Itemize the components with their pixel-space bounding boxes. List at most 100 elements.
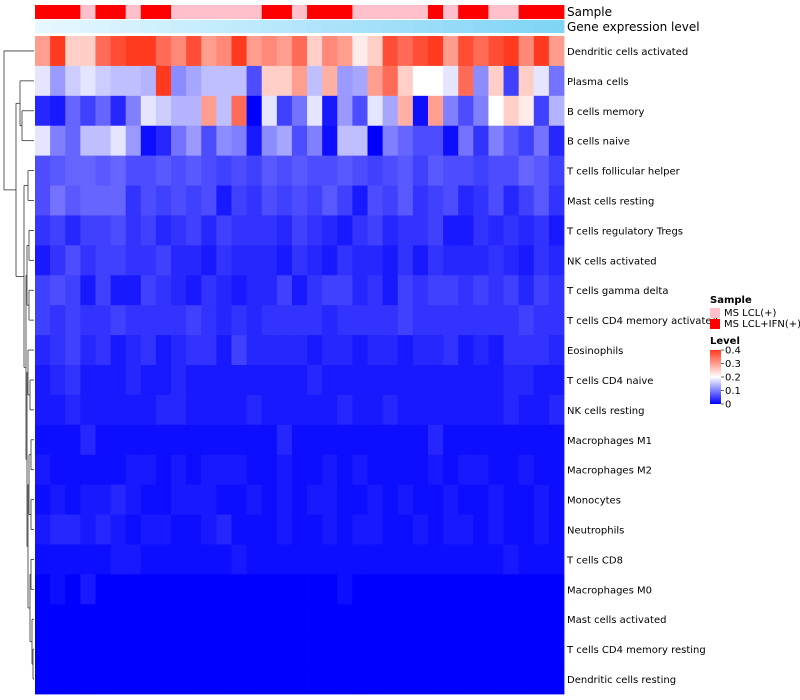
heatmap-cell xyxy=(276,484,293,515)
heatmap-cell xyxy=(307,394,323,426)
heatmap-cell xyxy=(110,36,127,67)
heatmap-cell xyxy=(458,95,474,127)
heatmap-cell xyxy=(261,65,278,97)
heatmap-cell xyxy=(276,215,293,246)
heatmap-cell xyxy=(65,275,81,306)
heatmap-cell xyxy=(352,604,368,635)
heatmap-cell xyxy=(125,604,142,635)
heatmap-cell xyxy=(140,36,157,67)
heatmap-cell xyxy=(291,125,308,157)
heatmap-cell xyxy=(412,484,429,515)
heatmap-cell xyxy=(261,574,278,605)
heatmap-cell xyxy=(427,454,444,486)
legend-level-ticks: 0.4 0.3 0.2 0.1 0 xyxy=(721,346,741,411)
heatmap-cell xyxy=(110,275,127,306)
heatmap-cell xyxy=(291,245,308,276)
heatmap-cell xyxy=(140,245,157,276)
heatmap-cell xyxy=(473,155,489,186)
heatmap-cell xyxy=(95,424,111,456)
heatmap-cell xyxy=(216,604,232,635)
heatmap-cell xyxy=(397,424,414,456)
heatmap-cell xyxy=(276,335,293,366)
heatmap-cell xyxy=(352,454,368,486)
heatmap-cell xyxy=(261,484,278,515)
heatmap-cell xyxy=(352,574,368,605)
heatmap-cell xyxy=(412,215,429,246)
heatmap-cell xyxy=(171,155,187,186)
heatmap-cell xyxy=(201,634,217,665)
heatmap-cell xyxy=(110,484,127,515)
gene-expression-annotation-cell xyxy=(427,20,444,33)
heatmap-cell xyxy=(337,484,353,515)
heatmap-cell xyxy=(171,514,187,545)
heatmap-cell xyxy=(216,305,232,336)
heatmap-cell xyxy=(125,514,142,545)
heatmap-cell xyxy=(367,65,384,97)
heatmap-cell xyxy=(412,335,429,366)
heatmap-cell xyxy=(458,275,474,306)
heatmap-cell xyxy=(503,604,520,635)
heatmap-cell xyxy=(186,484,202,515)
sample-annotation-cell xyxy=(412,5,429,19)
heatmap-cell xyxy=(291,215,308,246)
heatmap-cell xyxy=(503,95,520,127)
heatmap-cell xyxy=(201,574,217,605)
heatmap-cell xyxy=(35,245,51,276)
heatmap-cell xyxy=(291,155,308,186)
heatmap-cell xyxy=(367,275,384,306)
heatmap-cell xyxy=(382,634,399,665)
heatmap-cell xyxy=(95,454,111,486)
heatmap-cell xyxy=(216,544,232,575)
heatmap-cell xyxy=(473,454,489,486)
heatmap-cell xyxy=(427,365,444,396)
heatmap-cell xyxy=(367,514,384,545)
row-label: Plasma cells xyxy=(567,77,629,88)
legend-level-tick-label: 0.1 xyxy=(725,386,741,397)
heatmap-cell xyxy=(503,634,520,665)
heatmap-cell xyxy=(246,335,263,366)
heatmap-cell xyxy=(533,215,550,246)
heatmap-cell xyxy=(125,335,142,366)
heatmap-cell xyxy=(307,65,323,97)
heatmap-cell xyxy=(246,125,263,157)
heatmap-cell xyxy=(50,95,66,127)
heatmap-cell xyxy=(307,185,323,216)
heatmap-cell xyxy=(261,454,278,486)
sample-annotation-cell xyxy=(533,5,550,19)
heatmap-cell xyxy=(458,185,474,216)
heatmap-cell xyxy=(155,454,172,486)
heatmap-cell xyxy=(352,36,368,67)
sample-annotation-cell xyxy=(427,5,444,19)
heatmap-cell xyxy=(397,215,414,246)
heatmap-cell xyxy=(322,484,338,515)
heatmap-cell xyxy=(503,185,520,216)
heatmap-cell xyxy=(518,275,535,306)
heatmap-cell xyxy=(533,424,550,456)
heatmap-cell xyxy=(201,394,217,426)
heatmap-cell xyxy=(140,604,157,635)
heatmap-cell xyxy=(80,394,96,426)
heatmap-cell xyxy=(533,544,550,575)
heatmap-cell xyxy=(201,365,217,396)
heatmap-cell xyxy=(473,484,489,515)
heatmap-cell xyxy=(397,394,414,426)
heatmap-cell xyxy=(337,394,353,426)
heatmap-cell xyxy=(125,305,142,336)
heatmap-cell xyxy=(50,664,66,695)
heatmap-cell xyxy=(155,125,172,157)
heatmap-cell xyxy=(155,215,172,246)
heatmap-cell xyxy=(397,36,414,67)
gene-expression-annotation-cell xyxy=(322,20,338,33)
heatmap-cell xyxy=(352,65,368,97)
heatmap-cell xyxy=(367,125,384,157)
heatmap-cell xyxy=(367,95,384,127)
heatmap-cell xyxy=(35,454,51,486)
heatmap-cell xyxy=(80,365,96,396)
gene-expression-annotation-cell xyxy=(186,20,202,33)
heatmap-cell xyxy=(427,544,444,575)
heatmap-cell xyxy=(352,544,368,575)
heatmap-cell xyxy=(35,394,51,426)
heatmap-cell xyxy=(216,245,232,276)
heatmap-cell xyxy=(473,95,489,127)
gene-expression-annotation-cell xyxy=(443,20,459,33)
